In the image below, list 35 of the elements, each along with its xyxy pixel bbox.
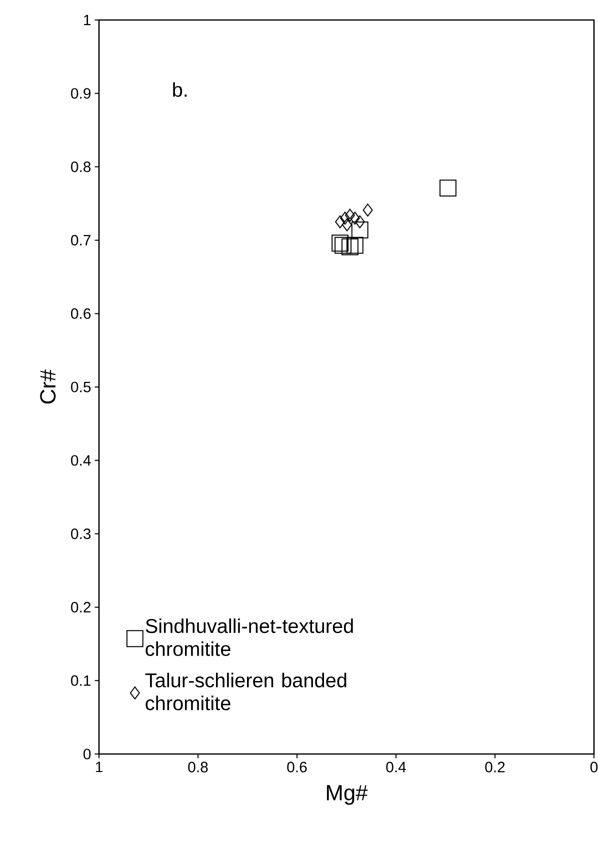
y-tick-label: 0.5: [71, 382, 91, 392]
legend-label: Sindhuvalli-net-textured chromitite: [146, 618, 353, 656]
point: [354, 215, 365, 228]
y-tick-label: 0.8: [71, 162, 91, 172]
point: [341, 238, 358, 256]
x-tick-label: 0.2: [485, 762, 505, 772]
y-tick-label: 0.6: [71, 308, 91, 319]
x-axis-title: Mg#: [326, 785, 368, 805]
point: [335, 215, 346, 228]
x-tick-label: 1: [96, 762, 102, 772]
legend-label: Talur-schlieren banded chromitite: [145, 672, 346, 710]
point: [351, 221, 368, 238]
y-tick-label: 0.7: [71, 234, 90, 246]
y-tick-label: 0.9: [71, 88, 91, 99]
point: [332, 234, 349, 252]
annotation: b.: [173, 82, 187, 97]
point: [340, 212, 350, 225]
x-tick-label: 0.4: [386, 762, 406, 772]
point: [334, 236, 352, 254]
y-tick-label: 0.4: [71, 455, 91, 466]
y-tick-label: 1: [84, 14, 90, 26]
x-tick-label: 0: [590, 762, 598, 772]
y-axis-title: Cr#: [40, 369, 56, 404]
point: [346, 236, 364, 254]
y-tick-label: 0: [83, 748, 91, 760]
point: [362, 204, 373, 217]
point: [440, 180, 456, 197]
x-tick-label: 0.6: [287, 762, 307, 772]
y-tick-label: 0.2: [71, 602, 90, 612]
y-tick-label: 0.3: [71, 528, 91, 540]
point: [350, 212, 360, 225]
point: [344, 208, 355, 222]
y-tick-label: 0.1: [71, 675, 90, 686]
point: [342, 218, 352, 232]
x-tick-label: 0.8: [188, 762, 208, 772]
